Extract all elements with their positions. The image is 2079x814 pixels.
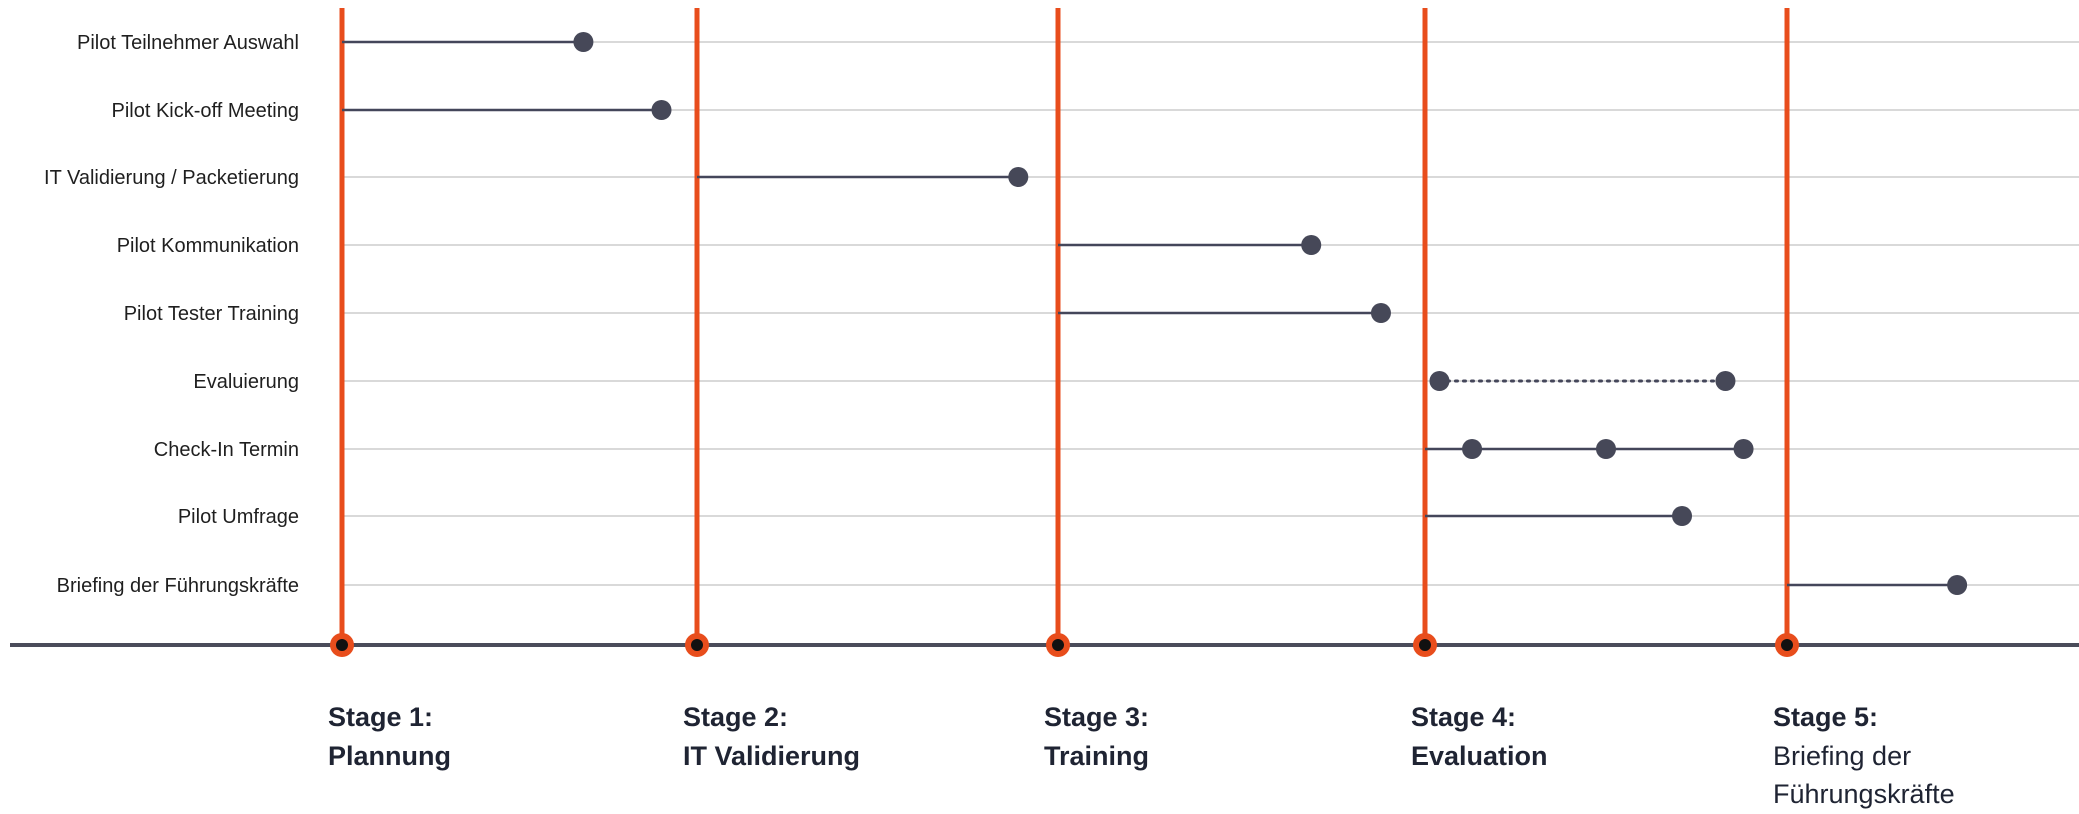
task-milestone-dot	[1733, 439, 1754, 459]
task-label: Pilot Tester Training	[124, 303, 299, 325]
stage-marker-5	[1775, 633, 1799, 657]
task-milestone-dot	[1672, 506, 1693, 526]
stage-title: Briefing der	[1773, 741, 1911, 771]
stage-marker-1	[330, 633, 354, 657]
stage-title: IT Validierung	[683, 741, 860, 771]
stage-title: Evaluation	[1411, 741, 1548, 771]
stage-label-5: Stage 5: Briefing der Führungskräfte	[1773, 702, 1955, 809]
stage-marker-dot	[1781, 639, 1793, 651]
stage-markers	[330, 633, 1799, 657]
task-row: Briefing der Führungskräfte	[57, 575, 1968, 597]
stage-number: Stage 2:	[683, 702, 788, 732]
task-milestone-dot	[573, 32, 594, 52]
task-milestone-dot	[1462, 439, 1483, 459]
stage-marker-3	[1046, 633, 1070, 657]
task-label: IT Validierung / Packetierung	[44, 167, 299, 189]
task-label: Pilot Umfrage	[178, 506, 299, 528]
stage-label-4: Stage 4: Evaluation	[1411, 702, 1548, 771]
task-label: Pilot Kommunikation	[117, 235, 299, 257]
stage-title: Führungskräfte	[1773, 779, 1955, 809]
stage-marker-2	[685, 633, 709, 657]
task-row: Pilot Kick-off Meeting	[112, 100, 672, 122]
stage-title: Training	[1044, 741, 1149, 771]
task-label: Pilot Teilnehmer Auswahl	[77, 32, 299, 54]
task-row: Pilot Kommunikation	[117, 235, 1322, 257]
task-row: IT Validierung / Packetierung	[44, 167, 1029, 189]
stage-marker-4	[1413, 633, 1437, 657]
stage-marker-dot	[1419, 639, 1431, 651]
task-label: Evaluierung	[193, 371, 299, 393]
task-row: Check-In Termin	[154, 439, 1754, 461]
stage-number: Stage 5:	[1773, 702, 1878, 732]
task-milestone-dot	[1301, 235, 1322, 255]
stage-number: Stage 1:	[328, 702, 433, 732]
task-milestone-dot	[651, 100, 672, 120]
task-milestone-dot	[1429, 371, 1450, 391]
task-milestone-dot	[1008, 167, 1029, 187]
stage-label-2: Stage 2: IT Validierung	[683, 702, 860, 771]
task-milestone-dot	[1596, 439, 1616, 459]
task-label: Briefing der Führungskräfte	[57, 575, 299, 597]
stage-label-1: Stage 1: Plannung	[328, 702, 451, 771]
stage-lines	[339, 8, 1790, 645]
stage-title: Plannung	[328, 741, 451, 771]
task-row: Pilot Tester Training	[124, 303, 1391, 325]
stage-number: Stage 4:	[1411, 702, 1516, 732]
task-milestone-dot	[1370, 303, 1391, 323]
stage-marker-dot	[1052, 639, 1064, 651]
stage-marker-dot	[691, 639, 703, 651]
task-milestone-dot	[1947, 575, 1968, 595]
task-label: Pilot Kick-off Meeting	[112, 100, 300, 122]
task-row: Pilot Umfrage	[178, 506, 1693, 528]
stage-number: Stage 3:	[1044, 702, 1149, 732]
task-milestone-dot	[1715, 371, 1736, 391]
stage-label-3: Stage 3: Training	[1044, 702, 1149, 771]
task-row: Pilot Teilnehmer Auswahl	[77, 32, 594, 54]
task-row: Evaluierung	[193, 371, 1736, 393]
stage-marker-dot	[336, 639, 348, 651]
task-label: Check-In Termin	[154, 439, 299, 461]
task-rows: Pilot Teilnehmer Auswahl Pilot Kick-off M…	[44, 32, 1968, 597]
